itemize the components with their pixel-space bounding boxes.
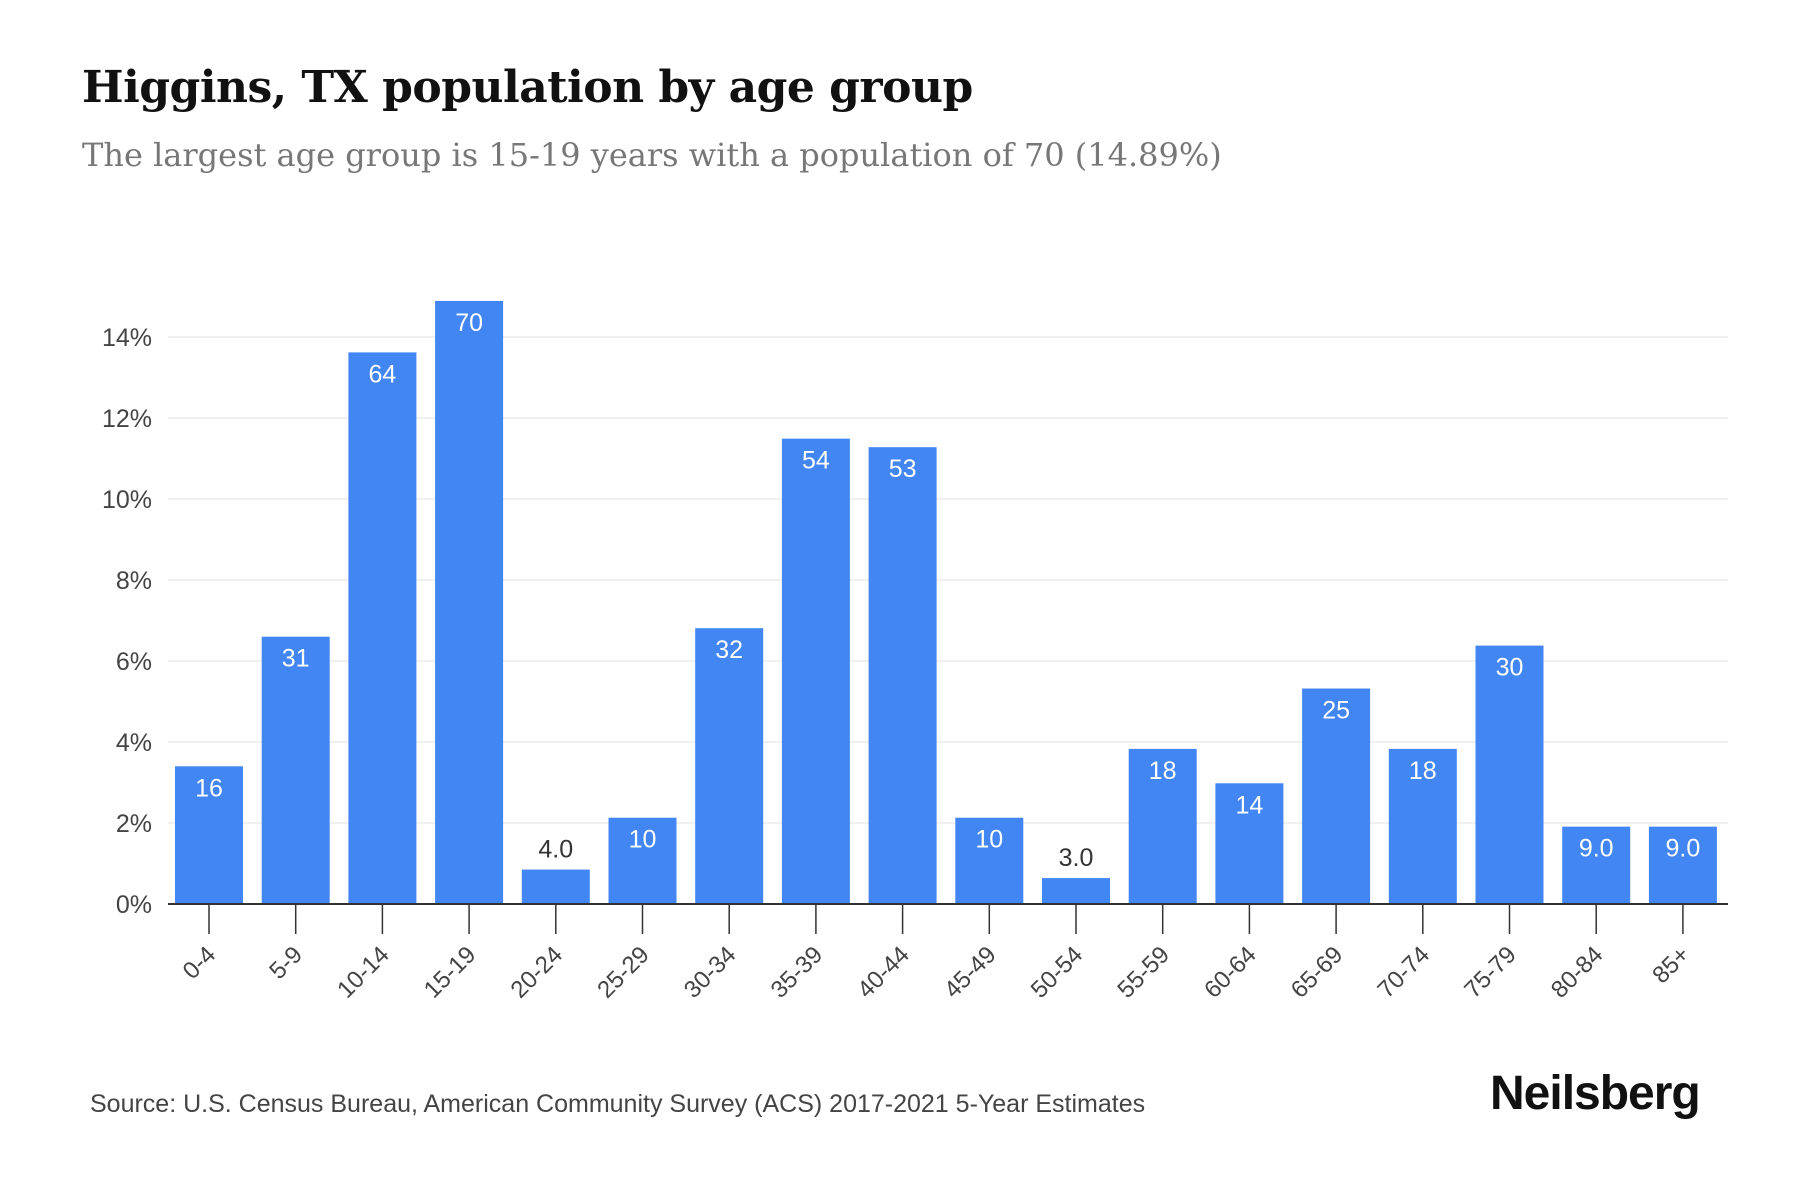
bar-data-label: 14 [1235,791,1263,819]
x-tick-label: 15-19 [419,941,482,1004]
bar-data-label: 32 [715,636,743,664]
bar-data-label: 10 [629,826,657,854]
y-axis-ticks: 0% 2% 4% 6% 8% 10% 12% 14% [102,324,152,919]
bar-45-49 [955,817,1024,904]
bar-60-64 [1215,783,1284,904]
bar-20-24 [521,869,590,904]
x-tick-label: 25-29 [592,941,655,1004]
bar-0-4 [175,766,243,904]
bar-50-54 [1042,878,1110,904]
bar-data-label: 25 [1322,697,1350,725]
bar-25-29 [608,817,677,904]
bar-data-label: 18 [1149,757,1177,785]
bar-data-label: 9.0 [1579,835,1614,863]
bar-data-label: 70 [455,309,483,337]
x-tick-label: 10-14 [332,941,395,1004]
x-tick-label: 0-4 [178,941,222,985]
x-tick-label: 80-84 [1546,941,1609,1004]
y-tick-label: 2% [116,810,152,838]
bar-5-9 [261,636,330,904]
x-tick-label: 40-44 [852,941,915,1004]
y-tick-label: 12% [102,405,152,433]
y-tick-label: 0% [116,891,152,919]
bar-data-labels: 16 31 64 70 4.0 10 32 54 53 10 3.0 18 14 25 18 30 9.0 9.0 [195,309,1700,872]
x-tick-label: 65-69 [1286,941,1349,1004]
bar-data-label: 54 [802,447,830,475]
brand-logo: Neilsberg [1490,1067,1701,1120]
source-note: Source: U.S. Census Bureau, American Com… [90,1090,1146,1118]
x-tick-label: 55-59 [1112,941,1175,1004]
x-tick-label: 85+ [1647,941,1695,989]
y-tick-label: 14% [102,324,152,352]
y-tick-label: 4% [116,729,152,757]
y-tick-label: 10% [102,486,152,514]
y-tick-label: 8% [116,567,152,595]
bar-65-69 [1302,688,1371,904]
bar-data-label: 30 [1496,654,1524,682]
x-axis-ticks: 0-4 5-9 10-14 15-19 20-24 25-29 30-34 35-39 40-4… [178,904,1695,1004]
bar-10-14 [348,352,417,904]
x-tick-label: 20-24 [506,941,569,1004]
x-tick-label: 70-74 [1373,941,1436,1004]
bar-data-label: 18 [1409,757,1437,785]
bar-35-39 [781,438,850,904]
chart-title: Higgins, TX population by age group [82,62,973,113]
bar-85plus [1648,826,1717,904]
bar-data-label: 53 [889,455,917,483]
bar-data-label: 4.0 [538,836,573,864]
bar-40-44 [868,447,937,904]
x-tick-label: 5-9 [264,941,308,985]
bars [175,300,1717,905]
gridlines [168,336,1728,824]
bar-data-label: 9.0 [1666,835,1701,863]
bar-30-34 [695,628,764,904]
bar-data-label: 10 [975,826,1003,854]
bar-data-label: 3.0 [1059,844,1094,872]
x-tick-label: 75-79 [1459,941,1522,1004]
y-tick-label: 6% [116,648,152,676]
bar-data-label: 16 [195,774,223,802]
bar-15-19 [435,300,504,905]
x-tick-label: 30-34 [679,941,742,1004]
bar-70-74 [1388,748,1457,904]
bar-data-label: 64 [368,360,396,388]
x-tick-label: 50-54 [1026,941,1089,1004]
x-tick-label: 45-49 [939,941,1002,1004]
x-tick-label: 35-39 [766,941,829,1004]
bar-80-84 [1562,826,1631,904]
x-tick-label: 60-64 [1199,941,1262,1004]
chart-subtitle: The largest age group is 15-19 years wit… [82,136,1222,174]
bar-55-59 [1128,748,1197,904]
bar-data-label: 31 [282,645,310,673]
bar-75-79 [1475,645,1544,904]
